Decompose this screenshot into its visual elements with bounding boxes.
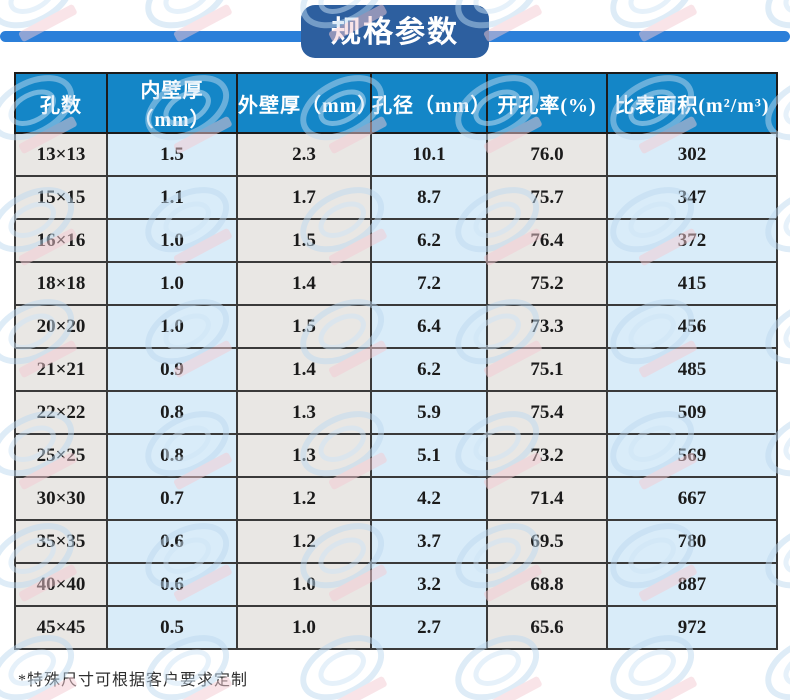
- value-cell: 1.0: [106, 261, 238, 306]
- hole-count-cell: 25×25: [14, 433, 108, 478]
- table-row: 45×45 0.5 1.0 2.7 65.6 972: [14, 605, 778, 650]
- value-cell: 1.5: [236, 304, 372, 349]
- value-cell: 75.1: [486, 347, 608, 392]
- col-header-hole-diameter: 孔径（mm）: [370, 72, 490, 134]
- value-cell: 6.2: [370, 218, 488, 263]
- col-header-hole-count: 孔数: [14, 72, 108, 134]
- value-cell: 1.7: [236, 175, 372, 220]
- hole-count-cell: 40×40: [14, 562, 108, 607]
- value-cell: 0.9: [106, 347, 238, 392]
- hole-count-cell: 15×15: [14, 175, 108, 220]
- value-cell: 73.2: [486, 433, 608, 478]
- value-cell: 302: [606, 132, 778, 177]
- table-row: 30×30 0.7 1.2 4.2 71.4 667: [14, 476, 778, 521]
- hole-count-cell: 30×30: [14, 476, 108, 521]
- value-cell: 1.2: [236, 476, 372, 521]
- value-cell: 0.6: [106, 519, 238, 564]
- value-cell: 1.5: [236, 218, 372, 263]
- value-cell: 10.1: [370, 132, 488, 177]
- table-row: 15×15 1.1 1.7 8.7 75.7 347: [14, 175, 778, 220]
- value-cell: 0.5: [106, 605, 238, 650]
- value-cell: 1.0: [106, 304, 238, 349]
- hole-count-cell: 22×22: [14, 390, 108, 435]
- table-row: 35×35 0.6 1.2 3.7 69.5 780: [14, 519, 778, 564]
- value-cell: 1.4: [236, 261, 372, 306]
- value-cell: 2.7: [370, 605, 488, 650]
- page-title: 规格参数: [301, 5, 489, 58]
- value-cell: 372: [606, 218, 778, 263]
- value-cell: 1.3: [236, 433, 372, 478]
- value-cell: 667: [606, 476, 778, 521]
- value-cell: 887: [606, 562, 778, 607]
- hole-count-cell: 16×16: [14, 218, 108, 263]
- value-cell: 3.7: [370, 519, 488, 564]
- spec-table: 孔数 内壁厚（mm） 外壁厚（mm） 孔径（mm） 开孔率(%) 比表面积(m²…: [14, 72, 778, 650]
- hole-count-cell: 13×13: [14, 132, 108, 177]
- hole-count-cell: 18×18: [14, 261, 108, 306]
- value-cell: 1.0: [236, 605, 372, 650]
- value-cell: 75.4: [486, 390, 608, 435]
- value-cell: 7.2: [370, 261, 488, 306]
- col-header-open-rate: 开孔率(%): [486, 72, 608, 134]
- header-row: 孔数 内壁厚（mm） 外壁厚（mm） 孔径（mm） 开孔率(%) 比表面积(m²…: [14, 72, 778, 134]
- value-cell: 76.0: [486, 132, 608, 177]
- value-cell: 569: [606, 433, 778, 478]
- col-header-surface-area: 比表面积(m²/m³): [606, 72, 778, 134]
- value-cell: 71.4: [486, 476, 608, 521]
- value-cell: 75.2: [486, 261, 608, 306]
- value-cell: 69.5: [486, 519, 608, 564]
- value-cell: 972: [606, 605, 778, 650]
- value-cell: 0.8: [106, 433, 238, 478]
- table-row: 18×18 1.0 1.4 7.2 75.2 415: [14, 261, 778, 306]
- value-cell: 6.4: [370, 304, 488, 349]
- value-cell: 0.8: [106, 390, 238, 435]
- value-cell: 509: [606, 390, 778, 435]
- value-cell: 1.1: [106, 175, 238, 220]
- value-cell: 4.2: [370, 476, 488, 521]
- value-cell: 2.3: [236, 132, 372, 177]
- hole-count-cell: 21×21: [14, 347, 108, 392]
- value-cell: 456: [606, 304, 778, 349]
- value-cell: 1.0: [236, 562, 372, 607]
- hole-count-cell: 35×35: [14, 519, 108, 564]
- value-cell: 6.2: [370, 347, 488, 392]
- value-cell: 1.5: [106, 132, 238, 177]
- custom-size-note: *特殊尺寸可根据客户要求定制: [18, 672, 249, 689]
- value-cell: 5.9: [370, 390, 488, 435]
- value-cell: 5.1: [370, 433, 488, 478]
- table-row: 13×13 1.5 2.3 10.1 76.0 302: [14, 132, 778, 177]
- value-cell: 8.7: [370, 175, 488, 220]
- value-cell: 1.0: [106, 218, 238, 263]
- value-cell: 1.4: [236, 347, 372, 392]
- value-cell: 1.3: [236, 390, 372, 435]
- hole-count-cell: 45×45: [14, 605, 108, 650]
- value-cell: 780: [606, 519, 778, 564]
- value-cell: 415: [606, 261, 778, 306]
- value-cell: 0.6: [106, 562, 238, 607]
- value-cell: 75.7: [486, 175, 608, 220]
- value-cell: 0.7: [106, 476, 238, 521]
- value-cell: 347: [606, 175, 778, 220]
- hole-count-cell: 20×20: [14, 304, 108, 349]
- value-cell: 1.2: [236, 519, 372, 564]
- col-header-inner-wall: 内壁厚（mm）: [106, 72, 238, 134]
- value-cell: 65.6: [486, 605, 608, 650]
- value-cell: 68.8: [486, 562, 608, 607]
- table-row: 20×20 1.0 1.5 6.4 73.3 456: [14, 304, 778, 349]
- table-row: 22×22 0.8 1.3 5.9 75.4 509: [14, 390, 778, 435]
- value-cell: 3.2: [370, 562, 488, 607]
- col-header-outer-wall: 外壁厚（mm）: [236, 72, 377, 134]
- table-row: 16×16 1.0 1.5 6.2 76.4 372: [14, 218, 778, 263]
- value-cell: 485: [606, 347, 778, 392]
- table-row: 25×25 0.8 1.3 5.1 73.2 569: [14, 433, 778, 478]
- value-cell: 76.4: [486, 218, 608, 263]
- table-row: 40×40 0.6 1.0 3.2 68.8 887: [14, 562, 778, 607]
- value-cell: 73.3: [486, 304, 608, 349]
- table-row: 21×21 0.9 1.4 6.2 75.1 485: [14, 347, 778, 392]
